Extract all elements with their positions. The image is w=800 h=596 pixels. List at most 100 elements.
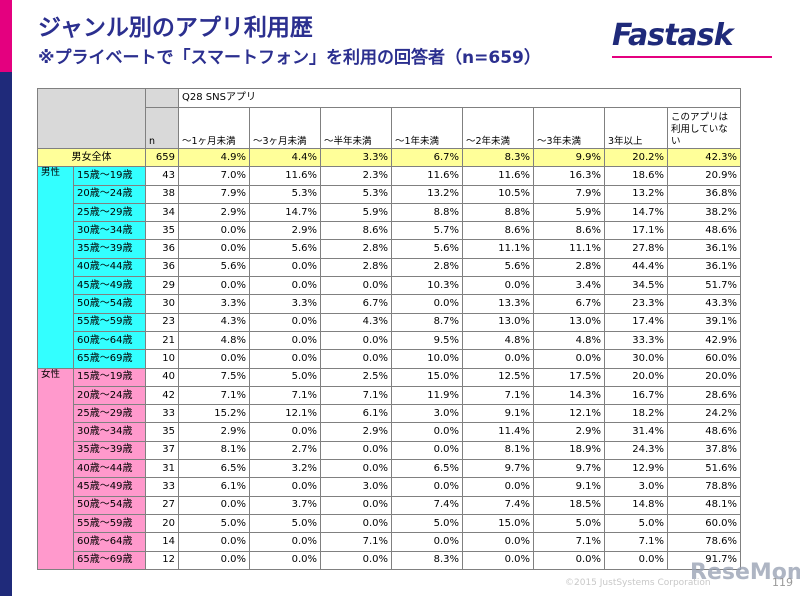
data-row: 65歳～69歳 12 0.0% 0.0% 0.0% 8.3% 0.0% 0.0% 0.0% 91.… bbox=[38, 550, 741, 570]
value-cell: 0.0% bbox=[178, 550, 250, 570]
value-cell: 15.0% bbox=[391, 367, 463, 387]
value-cell: 5.9% bbox=[320, 202, 392, 223]
value-cell: 2.8% bbox=[320, 239, 392, 259]
value-cell: 0.0% bbox=[320, 459, 392, 479]
value-cell: 0.0% bbox=[249, 330, 321, 351]
logo-underline bbox=[612, 56, 772, 58]
value-cell: 10.0% bbox=[391, 349, 463, 369]
n-cell: 38 bbox=[145, 184, 179, 204]
value-cell: 14.8% bbox=[604, 495, 668, 515]
data-row: 45歳～49歳 29 0.0% 0.0% 0.0% 10.3% 0.0% 3.4% 34.5% 5… bbox=[38, 276, 741, 296]
value-cell: 5.3% bbox=[249, 184, 321, 204]
data-row: 60歳～64歳 21 4.8% 0.0% 0.0% 9.5% 4.8% 4.8% 33.3% 42… bbox=[38, 330, 741, 351]
value-cell: 8.6% bbox=[533, 221, 605, 241]
age-label: 20歳～24歳 bbox=[73, 184, 146, 204]
value-cell: 0.0% bbox=[178, 349, 250, 369]
value-cell: 0.0% bbox=[249, 532, 321, 552]
value-cell: 0.0% bbox=[462, 477, 534, 497]
page-number: 119 bbox=[772, 576, 793, 589]
value-cell: 8.6% bbox=[320, 221, 392, 241]
value-cell: 8.6% bbox=[462, 221, 534, 241]
n-cell: 40 bbox=[145, 367, 179, 387]
value-cell: 18.2% bbox=[604, 404, 668, 424]
header-row: n ～1ヶ月未満 ～3ヶ月未満 ～半年未満 ～1年未満 ～2年未満 ～3年未満 3年以上 このア… bbox=[38, 107, 741, 149]
column-header: ～1ヶ月未満 bbox=[178, 107, 250, 149]
n-cell: 12 bbox=[145, 550, 179, 570]
value-cell: 18.5% bbox=[533, 495, 605, 515]
value-cell: 0.0% bbox=[249, 349, 321, 369]
value-cell: 4.4% bbox=[249, 147, 321, 168]
data-row: 女性 15歳～19歳 40 7.5% 5.0% 2.5% 15.0% 12.5% 17.5% 20… bbox=[37, 367, 741, 570]
value-cell: 20.2% bbox=[604, 147, 668, 168]
n-cell: 35 bbox=[145, 422, 179, 442]
value-cell: 9.1% bbox=[462, 404, 534, 424]
value-cell: 48.1% bbox=[667, 495, 741, 515]
value-cell: 9.7% bbox=[533, 459, 605, 479]
value-cell: 0.0% bbox=[249, 312, 321, 332]
value-cell: 17.1% bbox=[604, 221, 668, 241]
value-cell: 0.0% bbox=[391, 422, 463, 442]
value-cell: 5.9% bbox=[533, 202, 605, 223]
value-cell: 15.0% bbox=[462, 513, 534, 534]
value-cell: 0.0% bbox=[391, 532, 463, 552]
value-cell: 7.1% bbox=[249, 385, 321, 406]
value-cell: 91.7% bbox=[667, 550, 741, 570]
value-cell: 0.0% bbox=[178, 239, 250, 259]
data-row: 50歳～54歳 27 0.0% 3.7% 0.0% 7.4% 7.4% 18.5% 14.8% 4… bbox=[38, 495, 741, 515]
value-cell: 3.2% bbox=[249, 459, 321, 479]
value-cell: 5.0% bbox=[604, 513, 668, 534]
value-cell: 0.0% bbox=[320, 550, 392, 570]
value-cell: 4.3% bbox=[320, 312, 392, 332]
value-cell: 0.0% bbox=[320, 495, 392, 515]
value-cell: 0.0% bbox=[320, 330, 392, 351]
value-cell: 0.0% bbox=[320, 276, 392, 296]
value-cell: 20.0% bbox=[667, 367, 741, 387]
value-cell: 11.6% bbox=[249, 166, 321, 186]
value-cell: 16.3% bbox=[533, 166, 605, 186]
n-cell: 33 bbox=[145, 404, 179, 424]
value-cell: 0.0% bbox=[462, 349, 534, 369]
value-cell: 42.9% bbox=[667, 330, 741, 351]
value-cell: 8.8% bbox=[462, 202, 534, 223]
logo: Fastask bbox=[612, 18, 734, 53]
age-label: 55歳～59歳 bbox=[73, 513, 146, 534]
value-cell: 5.0% bbox=[391, 513, 463, 534]
value-cell: 3.3% bbox=[249, 294, 321, 314]
value-cell: 0.0% bbox=[462, 276, 534, 296]
data-row: 35歳～39歳 36 0.0% 5.6% 2.8% 5.6% 11.1% 11.1% 27.8%… bbox=[38, 239, 741, 259]
value-cell: 0.0% bbox=[249, 477, 321, 497]
value-cell: 23.3% bbox=[604, 294, 668, 314]
value-cell: 43.3% bbox=[667, 294, 741, 314]
value-cell: 6.5% bbox=[391, 459, 463, 479]
value-cell: 0.0% bbox=[249, 550, 321, 570]
age-label: 35歳～39歳 bbox=[73, 239, 146, 259]
value-cell: 14.3% bbox=[533, 385, 605, 406]
value-cell: 11.1% bbox=[462, 239, 534, 259]
value-cell: 5.0% bbox=[249, 513, 321, 534]
value-cell: 0.0% bbox=[320, 513, 392, 534]
value-cell: 7.5% bbox=[178, 367, 250, 387]
value-cell: 37.8% bbox=[667, 440, 741, 461]
value-cell: 3.4% bbox=[533, 276, 605, 296]
data-row: 40歳～44歳 36 5.6% 0.0% 2.8% 2.8% 5.6% 2.8% 44.4% 36… bbox=[38, 257, 741, 278]
value-cell: 2.7% bbox=[249, 440, 321, 461]
age-label: 55歳～59歳 bbox=[73, 312, 146, 332]
value-cell: 9.5% bbox=[391, 330, 463, 351]
value-cell: 6.1% bbox=[320, 404, 392, 424]
age-label: 30歳～34歳 bbox=[73, 221, 146, 241]
value-cell: 12.9% bbox=[604, 459, 668, 479]
value-cell: 0.0% bbox=[604, 550, 668, 570]
data-table: Q28 SNSアプリ n ～1ヶ月未満 ～3ヶ月未満 ～半年未満 ～1年未満 ～2年未満 ～3… bbox=[37, 88, 741, 570]
value-cell: 51.6% bbox=[667, 459, 741, 479]
value-cell: 13.2% bbox=[604, 184, 668, 204]
data-row: 男性 15歳～19歳 43 7.0% 11.6% 2.3% 11.6% 11.6% 16.3% 1… bbox=[37, 166, 741, 369]
n-cell: 34 bbox=[145, 202, 179, 223]
value-cell: 27.8% bbox=[604, 239, 668, 259]
value-cell: 30.0% bbox=[604, 349, 668, 369]
header-blank bbox=[37, 88, 146, 149]
value-cell: 48.6% bbox=[667, 221, 741, 241]
age-label: 40歳～44歳 bbox=[73, 257, 146, 278]
data-row: 35歳～39歳 37 8.1% 2.7% 0.0% 0.0% 8.1% 18.9% 24.3% 3… bbox=[38, 440, 741, 461]
value-cell: 7.1% bbox=[178, 385, 250, 406]
age-label: 50歳～54歳 bbox=[73, 495, 146, 515]
